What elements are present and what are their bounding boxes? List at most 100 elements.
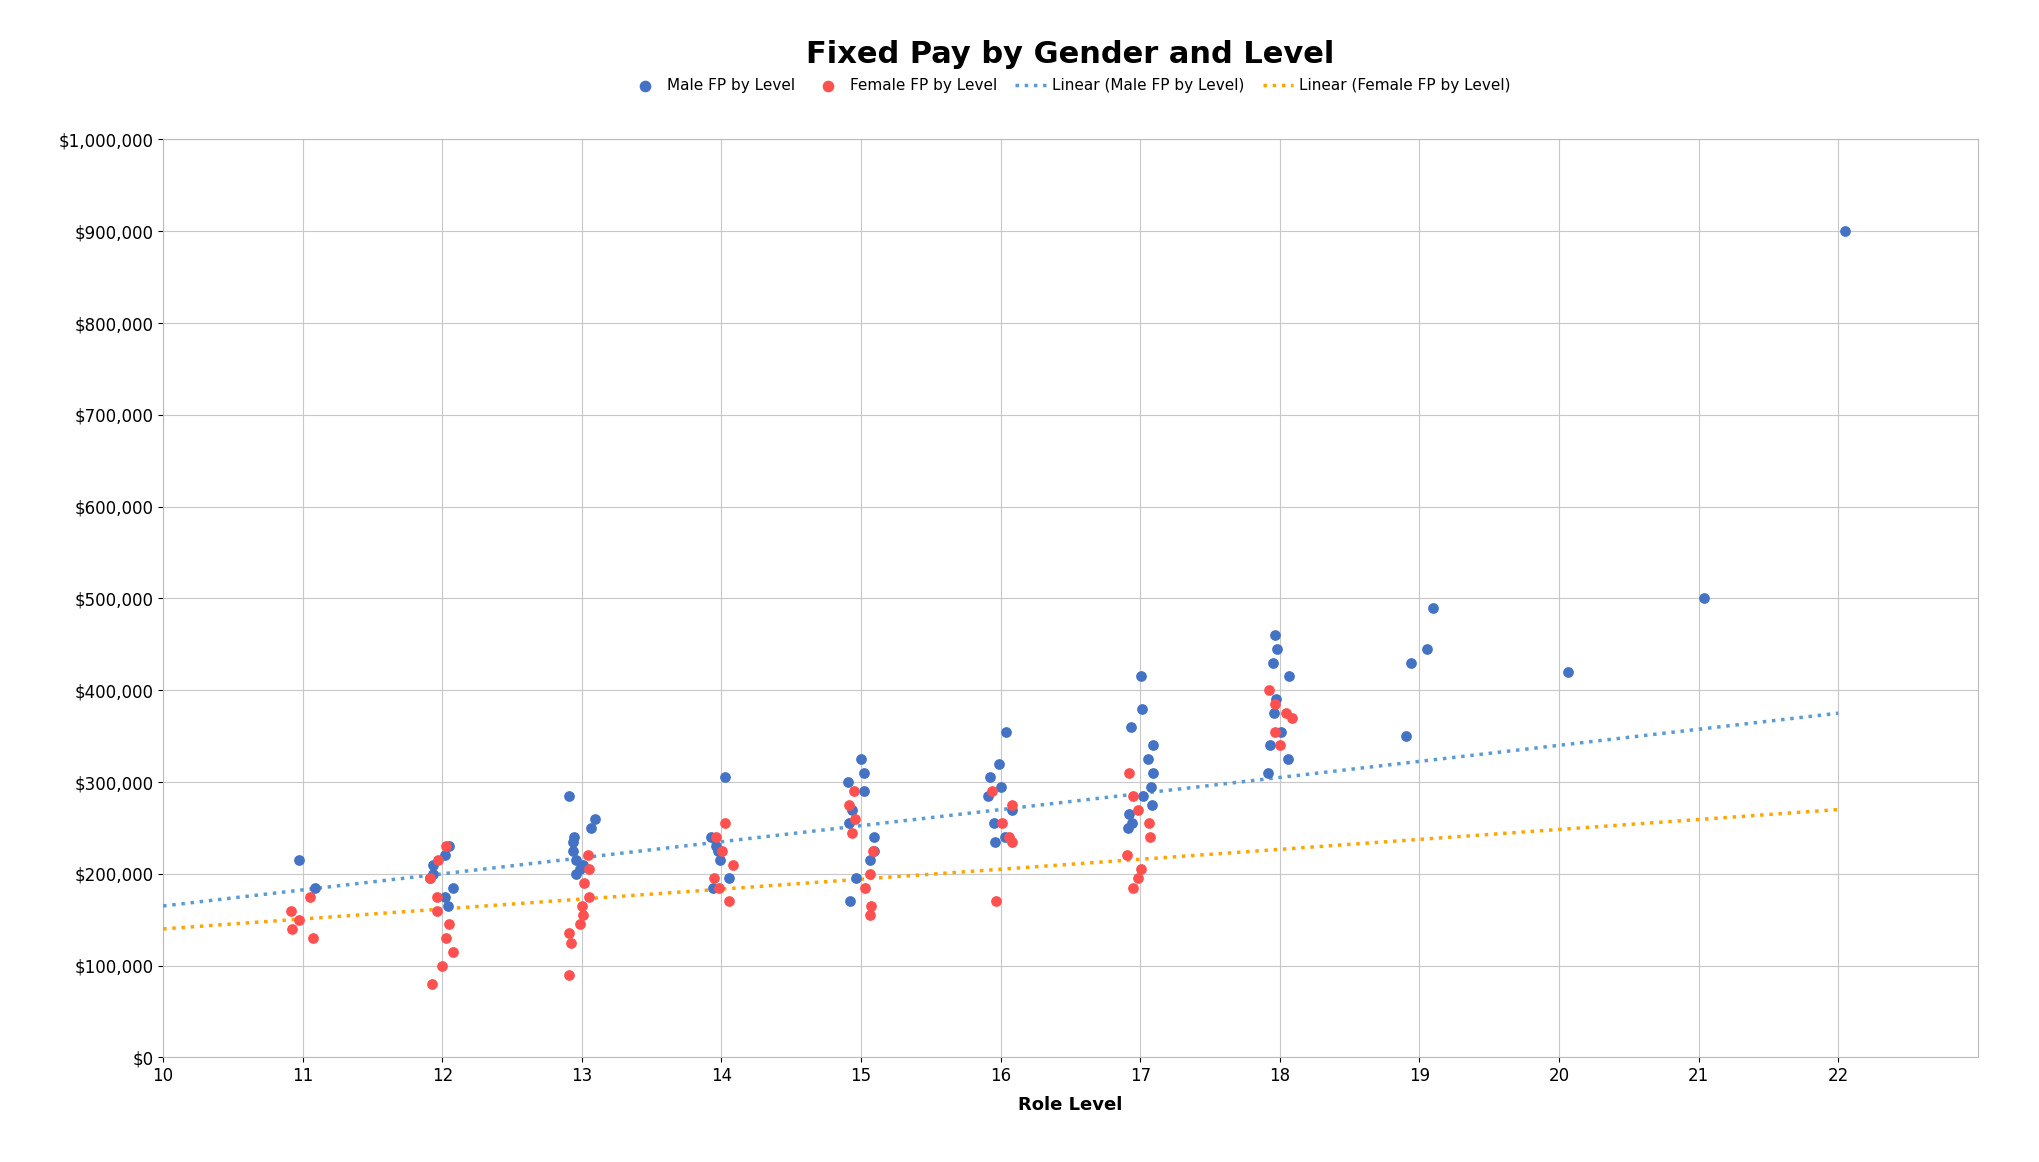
Male FP by Level — [1264, 723, 1297, 741]
Female FP by Level — [1252, 681, 1285, 700]
Female FP by Level — [856, 841, 889, 860]
Male FP by Level — [714, 869, 746, 888]
Female FP by Level — [573, 860, 606, 878]
Male FP by Level — [436, 878, 469, 897]
Female FP by Level — [838, 782, 871, 801]
Female FP by Level — [436, 942, 469, 961]
Male FP by Level — [695, 827, 728, 846]
Female FP by Level — [422, 851, 455, 869]
Male FP by Level — [858, 841, 891, 860]
Male FP by Level — [416, 865, 449, 883]
Male FP by Level — [1252, 763, 1285, 782]
Female FP by Level — [836, 823, 869, 841]
Female FP by Level — [296, 928, 328, 947]
Male FP by Level — [1260, 690, 1293, 709]
Female FP by Level — [565, 897, 597, 916]
Male FP by Level — [300, 878, 332, 897]
Female FP by Level — [852, 906, 885, 925]
Male FP by Level — [840, 869, 873, 888]
Female FP by Level — [430, 928, 463, 947]
Male FP by Level — [975, 768, 1007, 787]
Male FP by Level — [1829, 222, 1862, 241]
Male FP by Level — [1115, 718, 1148, 737]
Female FP by Level — [985, 815, 1017, 833]
Female FP by Level — [995, 796, 1028, 815]
Male FP by Level — [557, 827, 589, 846]
Female FP by Level — [555, 933, 587, 952]
Male FP by Level — [1136, 763, 1168, 782]
Male FP by Level — [416, 855, 449, 874]
Female FP by Level — [1258, 695, 1291, 713]
Male FP by Level — [1136, 777, 1168, 796]
Male FP by Level — [1411, 639, 1444, 658]
Female FP by Level — [563, 914, 595, 933]
Male FP by Level — [1132, 749, 1164, 768]
Female FP by Level — [567, 906, 599, 925]
Female FP by Level — [1115, 878, 1148, 897]
Male FP by Level — [428, 846, 461, 865]
Male FP by Level — [699, 837, 732, 855]
Female FP by Level — [705, 841, 738, 860]
Male FP by Level — [848, 782, 881, 801]
Male FP by Level — [995, 801, 1028, 819]
Male FP by Level — [1272, 667, 1305, 686]
Legend: Male FP by Level, Female FP by Level, Linear (Male FP by Level), Linear (Female : Male FP by Level, Female FP by Level, Li… — [630, 78, 1511, 93]
Female FP by Level — [703, 878, 736, 897]
Male FP by Level — [1258, 653, 1291, 672]
Male FP by Level — [1115, 815, 1148, 833]
Male FP by Level — [979, 832, 1011, 851]
Male FP by Level — [428, 888, 461, 906]
Female FP by Level — [420, 888, 453, 906]
Male FP by Level — [856, 827, 889, 846]
Male FP by Level — [832, 815, 865, 833]
Male FP by Level — [703, 851, 736, 869]
Female FP by Level — [712, 892, 744, 911]
Male FP by Level — [557, 841, 589, 860]
Female FP by Level — [553, 924, 585, 942]
Male FP by Level — [989, 827, 1022, 846]
Title: Fixed Pay by Gender and Level: Fixed Pay by Gender and Level — [805, 40, 1336, 69]
Male FP by Level — [563, 860, 595, 878]
Female FP by Level — [294, 888, 326, 906]
Female FP by Level — [567, 874, 599, 892]
Female FP by Level — [1268, 704, 1301, 723]
Female FP by Level — [1121, 801, 1154, 819]
Male FP by Level — [971, 787, 1003, 805]
Male FP by Level — [567, 855, 599, 874]
Male FP by Level — [989, 723, 1022, 741]
Male FP by Level — [697, 878, 730, 897]
Female FP by Level — [1109, 846, 1142, 865]
Male FP by Level — [1258, 704, 1291, 723]
Female FP by Level — [1276, 709, 1309, 727]
Male FP by Level — [432, 897, 465, 916]
Male FP by Level — [846, 749, 879, 768]
Female FP by Level — [1123, 860, 1156, 878]
Male FP by Level — [1688, 589, 1721, 608]
Female FP by Level — [995, 832, 1028, 851]
Female FP by Level — [1264, 736, 1297, 754]
Male FP by Level — [414, 869, 447, 888]
Male FP by Level — [579, 810, 612, 829]
Male FP by Level — [1126, 700, 1158, 718]
Male FP by Level — [836, 801, 869, 819]
Male FP by Level — [1389, 727, 1421, 746]
Male FP by Level — [1260, 639, 1293, 658]
Female FP by Level — [275, 919, 308, 938]
Female FP by Level — [426, 956, 459, 975]
Male FP by Level — [701, 841, 734, 860]
Female FP by Level — [854, 897, 887, 916]
Male FP by Level — [553, 787, 585, 805]
Female FP by Level — [1117, 787, 1150, 805]
Female FP by Level — [1134, 815, 1166, 833]
Female FP by Level — [697, 869, 730, 888]
Male FP by Level — [1552, 662, 1584, 681]
Female FP by Level — [834, 796, 867, 815]
Male FP by Level — [1258, 626, 1291, 645]
Male FP by Level — [1272, 749, 1305, 768]
Female FP by Level — [430, 837, 463, 855]
Female FP by Level — [283, 911, 316, 930]
Male FP by Level — [977, 815, 1009, 833]
Female FP by Level — [1121, 869, 1154, 888]
Male FP by Level — [283, 851, 316, 869]
Female FP by Level — [573, 888, 606, 906]
